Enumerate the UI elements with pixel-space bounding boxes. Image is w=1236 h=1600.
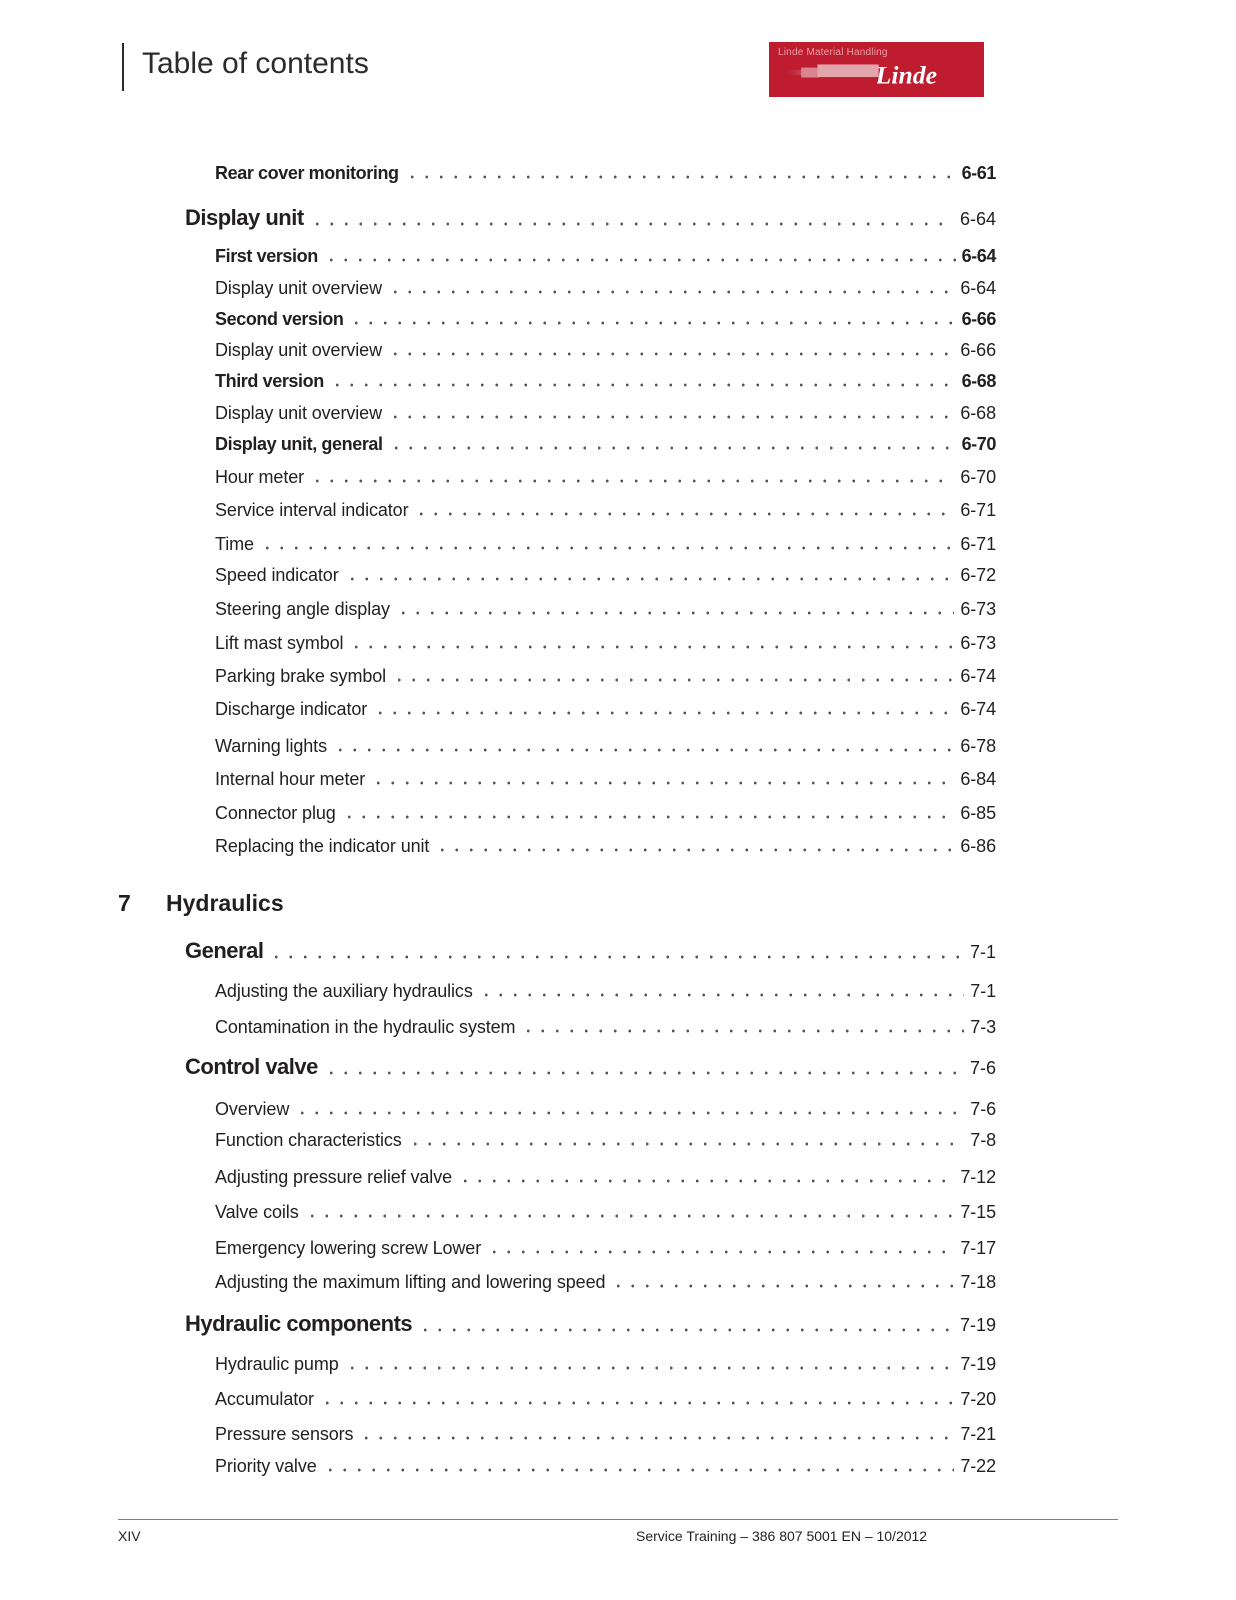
svg-text:Linde: Linde xyxy=(877,61,937,90)
